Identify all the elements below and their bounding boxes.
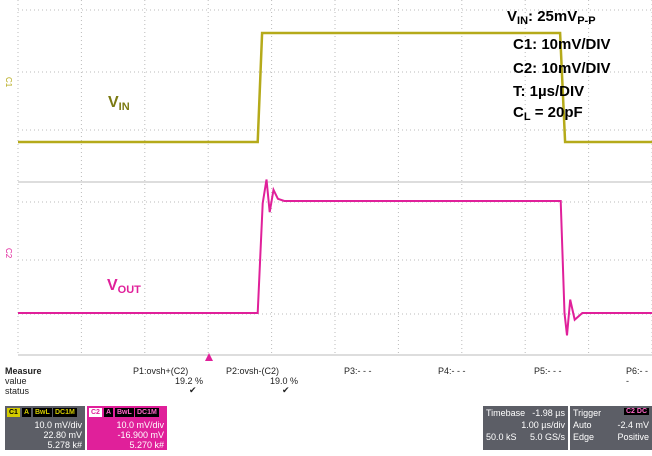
trigger-descriptor[interactable]: Trigger C2 DC Auto -2.4 mV Edge Positive	[570, 406, 652, 450]
ch1-tag-bwl: BwL	[33, 408, 52, 417]
vout-trace	[18, 179, 652, 336]
channel-2-descriptor[interactable]: C2 A BwL DC1M 10.0 mV/div -16.900 mV 5.2…	[87, 406, 167, 450]
timebase-sample-rate: 5.0 GS/s	[529, 432, 565, 442]
measure-status-p1: ✔	[189, 385, 197, 395]
c2-ground-marker: C2	[4, 248, 13, 259]
timebase-time-per-div: 1.00 µs/div	[521, 420, 565, 430]
graticule	[17, 0, 652, 356]
measure-column-p5[interactable]: P5:- - -	[534, 366, 562, 376]
ch1-extra: 5.278 k#	[47, 440, 82, 450]
ch2-volts-per-div: 10.0 mV/div	[116, 420, 164, 430]
vin-trace	[18, 31, 652, 144]
c1-scale-annotation: C1: 10mV/DIV	[513, 36, 611, 53]
load-capacitance-annotation: CL = 20pF	[513, 104, 583, 123]
ch1-tag-dc1m: DC1M	[53, 408, 77, 417]
ch2-extra: 5.270 k#	[129, 440, 164, 450]
trigger-position-marker	[205, 353, 213, 361]
oscilloscope-display: C1 C2	[4, 0, 652, 361]
trigger-slope: Positive	[617, 432, 649, 442]
vin-trace-label: VIN	[108, 94, 130, 113]
ch2-offset: -16.900 mV	[117, 430, 164, 440]
vin-annotation: VIN: 25mVP-P	[507, 8, 596, 27]
ch2-tag-bwl: BwL	[115, 408, 134, 417]
measure-column-p4[interactable]: P4:- - -	[438, 366, 466, 376]
measure-title: Measure	[5, 366, 42, 376]
channel-1-descriptor[interactable]: C1 A BwL DC1M 10.0 mV/div 22.80 mV 5.278…	[5, 406, 85, 450]
ch1-tag-a: A	[22, 408, 32, 417]
trigger-mode: Auto	[573, 420, 592, 430]
timebase-points: 50.0 kS	[486, 432, 517, 442]
timebase-descriptor[interactable]: Timebase -1.98 µs 1.00 µs/div 50.0 kS 5.…	[483, 406, 568, 450]
ch2-tag-dc1m: DC1M	[135, 408, 159, 417]
measure-column-p3[interactable]: P3:- - -	[344, 366, 372, 376]
measure-status-p2: ✔	[282, 385, 290, 395]
c2-scale-annotation: C2: 10mV/DIV	[513, 60, 611, 77]
vout-trace-label: VOUT	[107, 277, 141, 296]
measure-column-p2[interactable]: P2:ovsh-(C2)	[226, 366, 280, 376]
time-scale-annotation: T: 1µs/DIV	[513, 83, 585, 100]
measure-column-p1[interactable]: P1:ovsh+(C2)	[133, 366, 189, 376]
measure-value-p1: 19.2 %	[175, 376, 204, 386]
trigger-level: -2.4 mV	[617, 420, 649, 430]
ch1-offset: 22.80 mV	[43, 430, 82, 440]
measure-value-row-label: value	[5, 376, 27, 386]
trigger-title: Trigger	[573, 408, 602, 418]
ch2-badge: C2	[89, 408, 102, 417]
measure-column-p6[interactable]: P6:- - -	[626, 366, 649, 386]
c1-ground-marker: C1	[4, 77, 13, 88]
measure-value-p2: 19.0 %	[270, 376, 299, 386]
measure-table: Measure value status P1:ovsh+(C2) P2:ovs…	[0, 366, 652, 396]
ch2-tag-a: A	[104, 408, 114, 417]
timebase-delay: -1.98 µs	[532, 408, 565, 418]
ch1-badge: C1	[7, 408, 20, 417]
ch1-volts-per-div: 10.0 mV/div	[34, 420, 82, 430]
trigger-source-badge: C2 DC	[624, 408, 650, 415]
timebase-title: Timebase	[486, 408, 526, 418]
trigger-type: Edge	[573, 432, 595, 442]
measure-status-row-label: status	[5, 386, 30, 396]
